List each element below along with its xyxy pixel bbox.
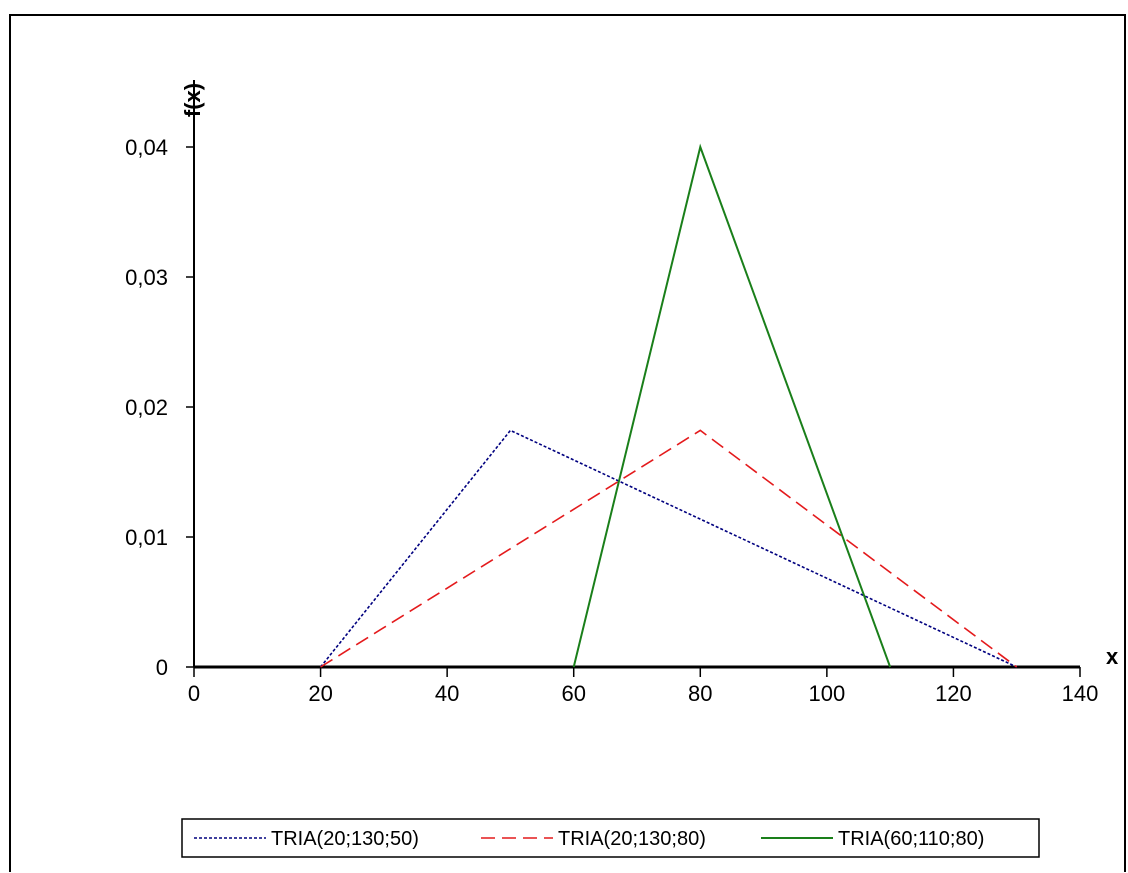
legend-label: TRIA(20;130;50) — [271, 828, 419, 850]
y-tick-label: 0,01 — [125, 525, 168, 550]
axes: 0 20 40 60 80 100 120 140 0 0,01 0,02 0,03 0,04 — [125, 80, 1098, 706]
x-axis-title: x — [1106, 644, 1119, 669]
x-tick-label: 60 — [561, 681, 585, 706]
y-axis-title: f(x) — [180, 83, 205, 117]
x-tick-label: 80 — [688, 681, 712, 706]
x-tick-label: 20 — [308, 681, 332, 706]
legend-label: TRIA(60;110;80) — [838, 828, 984, 850]
series-line — [572, 143, 892, 668]
series-layer — [319, 143, 1018, 668]
y-tick-label: 0 — [156, 655, 168, 680]
x-tick-label: 140 — [1062, 681, 1099, 706]
legend-box — [181, 818, 1040, 858]
legend-label: TRIA(20;130;80) — [558, 828, 706, 850]
series-line — [319, 429, 1018, 668]
y-tick-label: 0,04 — [125, 135, 168, 160]
legend: TRIA(20;130;50) TRIA(20;130;80) TRIA(60;11… — [181, 818, 1040, 858]
series-line — [320, 429, 1018, 668]
y-tick-label: 0,03 — [125, 265, 168, 290]
x-tick-label: 40 — [435, 681, 459, 706]
y-tick-label: 0,02 — [125, 395, 168, 420]
x-tick-label: 120 — [935, 681, 972, 706]
chart-frame — [9, 14, 1126, 872]
x-tick-label: 0 — [188, 681, 200, 706]
x-tick-label: 100 — [808, 681, 845, 706]
